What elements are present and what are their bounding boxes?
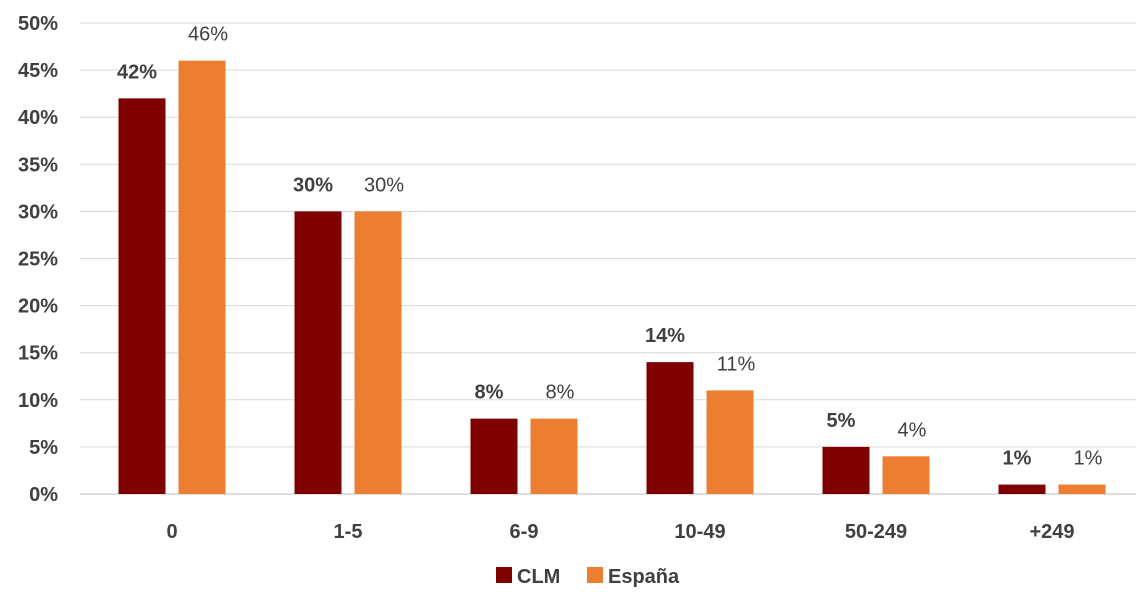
bar-espa-a-10-49 <box>706 390 754 494</box>
data-label: 46% <box>188 24 228 46</box>
x-tick-label: 0 <box>166 521 177 543</box>
data-label: 11% <box>717 353 756 375</box>
legend-swatch <box>496 567 512 583</box>
bar-clm-1-5 <box>294 211 342 494</box>
data-label: 14% <box>645 325 685 347</box>
legend-swatch <box>587 567 603 583</box>
x-tick-label: +249 <box>1029 521 1074 543</box>
bar-clm--249 <box>998 484 1046 494</box>
bar-espa-a-1-5 <box>354 211 402 494</box>
data-label: 30% <box>293 174 333 196</box>
x-tick-label: 6-9 <box>510 521 539 543</box>
data-label: 42% <box>117 61 157 83</box>
bar-espa-a-6-9 <box>530 418 578 494</box>
bar-clm-50-249 <box>822 446 870 494</box>
x-tick-label: 10-49 <box>674 521 725 543</box>
data-label: 8% <box>546 382 575 404</box>
data-label: 4% <box>898 419 927 441</box>
gridlines <box>80 22 1136 495</box>
bar-clm-6-9 <box>470 418 518 494</box>
x-tick-label: 50-249 <box>845 521 907 543</box>
y-tick-label: 50% <box>18 13 58 35</box>
bars <box>118 60 1106 495</box>
data-label: 1% <box>1074 448 1103 470</box>
y-tick-label: 15% <box>18 343 58 365</box>
y-tick-label: 25% <box>18 249 58 271</box>
y-tick-label: 30% <box>18 201 58 223</box>
bar-clm-0 <box>118 98 166 495</box>
bar-espa-a-50-249 <box>882 456 930 494</box>
data-label: 30% <box>364 174 404 196</box>
data-labels: 42% 46% 30% 30% 8% 8% 14% 11% 5% 4% 1% 1% <box>117 24 1103 470</box>
y-tick-label: 40% <box>18 107 58 129</box>
legend: CLM España <box>496 566 680 588</box>
y-tick-label: 45% <box>18 60 58 82</box>
y-axis-ticks: 0% 5% 10% 15% 20% 25% 30% 35% 40% 45% 50% <box>18 13 58 506</box>
bar-espa-a--249 <box>1058 484 1106 494</box>
y-tick-label: 35% <box>18 154 58 176</box>
y-tick-label: 20% <box>18 296 58 318</box>
legend-label: CLM <box>517 566 560 588</box>
y-tick-label: 10% <box>18 390 58 412</box>
y-tick-label: 0% <box>29 484 58 506</box>
legend-label: España <box>608 566 680 588</box>
x-tick-label: 1-5 <box>334 521 363 543</box>
data-label: 5% <box>827 410 856 432</box>
data-label: 8% <box>475 382 504 404</box>
bar-clm-10-49 <box>646 362 694 494</box>
bar-espa-a-0 <box>178 60 226 495</box>
x-axis-ticks: 0 1-5 6-9 10-49 50-249 +249 <box>166 521 1074 543</box>
y-tick-label: 5% <box>29 437 58 459</box>
data-label: 1% <box>1003 448 1032 470</box>
